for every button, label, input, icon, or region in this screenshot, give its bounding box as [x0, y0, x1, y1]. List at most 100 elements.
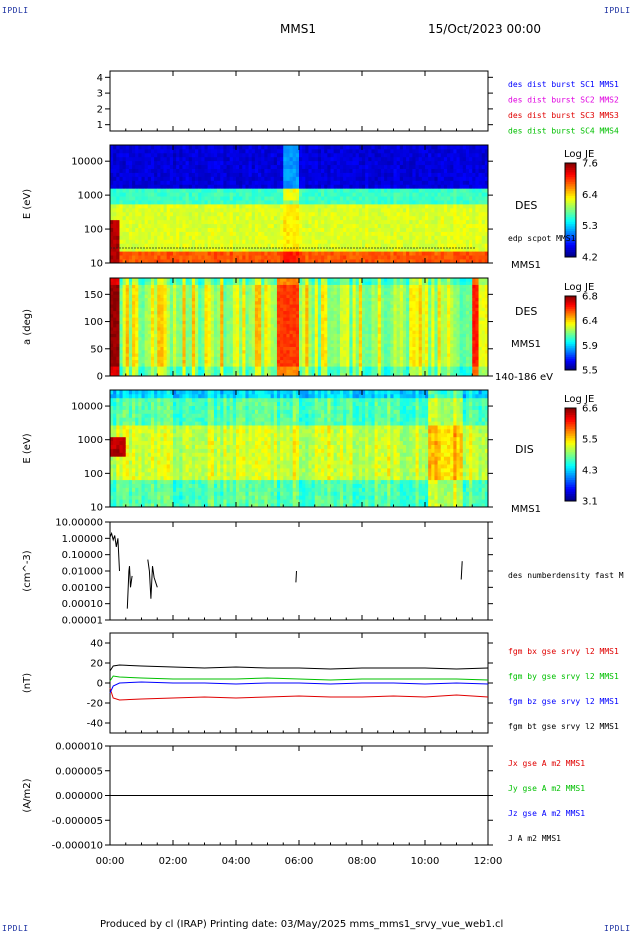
spectrogram-cell	[453, 259, 457, 264]
spectrogram-cell	[179, 204, 183, 209]
spectrogram-cell	[264, 176, 268, 181]
spectrogram-cell	[352, 192, 357, 197]
spectrogram-cell	[380, 235, 385, 240]
spectrogram-cell	[409, 196, 413, 201]
spectrogram-cell	[465, 247, 470, 252]
spectrogram-cell	[406, 196, 410, 201]
spectrogram-cell	[453, 243, 457, 248]
spectrogram-cell	[415, 207, 420, 213]
spectrogram-cell	[198, 362, 202, 367]
spectrogram-cell	[321, 172, 325, 177]
spectrogram-cell	[447, 204, 451, 209]
spectrogram-cell	[443, 172, 448, 177]
spectrogram-cell	[317, 255, 322, 260]
spectrogram-cell	[289, 259, 294, 264]
colorbar-swatch	[565, 219, 576, 223]
spectrogram-cell	[248, 152, 253, 158]
spectrogram-cell	[295, 188, 300, 193]
spectrogram-cell	[447, 180, 451, 185]
spectrogram-cell	[226, 243, 231, 248]
spectrogram-cell	[173, 188, 177, 193]
spectrogram-cell	[267, 180, 272, 185]
spectrogram-cell	[201, 356, 205, 361]
spectrogram-cell	[232, 356, 237, 361]
colorbar-swatch	[565, 254, 576, 258]
spectrogram-cell	[188, 235, 193, 240]
spectrogram-cell	[440, 259, 445, 264]
spectrogram-cell	[229, 172, 234, 177]
spectrogram-cell	[210, 356, 215, 361]
spectrogram-cell	[242, 215, 246, 221]
spectrogram-cell	[229, 211, 234, 217]
spectrogram-cell	[210, 184, 215, 189]
spectrogram-cell	[349, 172, 353, 177]
spectrogram-cell	[352, 227, 357, 232]
spectrogram-cell	[163, 235, 168, 240]
spectrogram-cell	[119, 284, 123, 289]
spectrogram-cell	[393, 152, 398, 158]
spectrogram-cell	[128, 172, 133, 177]
spectrogram-cell	[390, 243, 394, 248]
spectrogram-cell	[371, 188, 375, 193]
spectrogram-cell	[267, 219, 272, 225]
spectrogram-cell	[399, 168, 404, 173]
spectrogram-cell	[176, 243, 180, 248]
spectrogram-cell	[147, 239, 152, 244]
spectrogram-cell	[465, 145, 470, 150]
spectrogram-cell	[201, 359, 205, 364]
colorbar-swatch	[565, 188, 576, 192]
spectrogram-cell	[280, 176, 284, 181]
spectrogram-cell	[204, 333, 209, 338]
colorbar-title: Log JE	[564, 149, 594, 160]
spectrogram-cell	[475, 172, 479, 177]
spectrogram-cell	[154, 310, 158, 315]
spectrogram-cell	[122, 251, 127, 256]
spectrogram-cell	[258, 148, 262, 154]
spectrogram-cell	[220, 366, 224, 370]
spectrogram-cell	[324, 196, 328, 201]
spectrogram-cell	[150, 211, 155, 217]
spectrogram-cell	[166, 304, 171, 308]
spectrogram-cell	[387, 239, 391, 244]
spectrogram-cell	[336, 180, 341, 185]
spectrogram-cell	[220, 180, 224, 185]
spectrogram-cell	[387, 145, 391, 150]
spectrogram-cell	[236, 349, 240, 354]
spectrogram-cell	[122, 320, 127, 325]
spectrogram-cell	[182, 317, 186, 321]
spectrogram-cell	[207, 310, 212, 315]
spectrogram-cell	[358, 223, 363, 228]
spectrogram-cell	[415, 168, 420, 173]
spectrogram-cell	[195, 172, 199, 177]
colorbar-swatch	[565, 242, 576, 246]
spectrogram-cell	[226, 317, 231, 321]
spectrogram-cell	[251, 247, 256, 252]
spectrogram-cell	[475, 164, 479, 169]
spectrogram-cell	[409, 168, 413, 173]
spectrogram-cell	[333, 180, 338, 185]
spectrogram-cell	[440, 148, 445, 154]
spectrogram-cell	[204, 307, 209, 312]
spectrogram-cell	[210, 227, 215, 232]
spectrogram-cell	[113, 192, 117, 197]
spectrogram-cell	[450, 160, 454, 166]
spectrogram-cell	[447, 227, 451, 232]
spectrogram-cell	[273, 211, 278, 217]
spectrogram-cell	[409, 160, 413, 166]
spectrogram-cell	[160, 227, 164, 232]
spectrogram-cell	[431, 204, 435, 209]
spectrogram-cell	[248, 247, 253, 252]
spectrogram-cell	[182, 372, 186, 377]
spectrogram-cell	[289, 192, 294, 197]
corner-tag-bottom-right: IPDLI	[604, 924, 630, 933]
spectrogram-cell	[226, 307, 231, 312]
spectrogram-cell	[465, 243, 470, 248]
spectrogram-cell	[459, 247, 464, 252]
spectrogram-cell	[157, 160, 161, 166]
spectrogram-cell	[245, 192, 249, 197]
spectrogram-cell	[236, 284, 240, 289]
spectrogram-cell	[204, 330, 209, 334]
spectrogram-cell	[314, 239, 319, 244]
spectrogram-cell	[349, 176, 353, 181]
spectrogram-cell	[163, 148, 168, 154]
